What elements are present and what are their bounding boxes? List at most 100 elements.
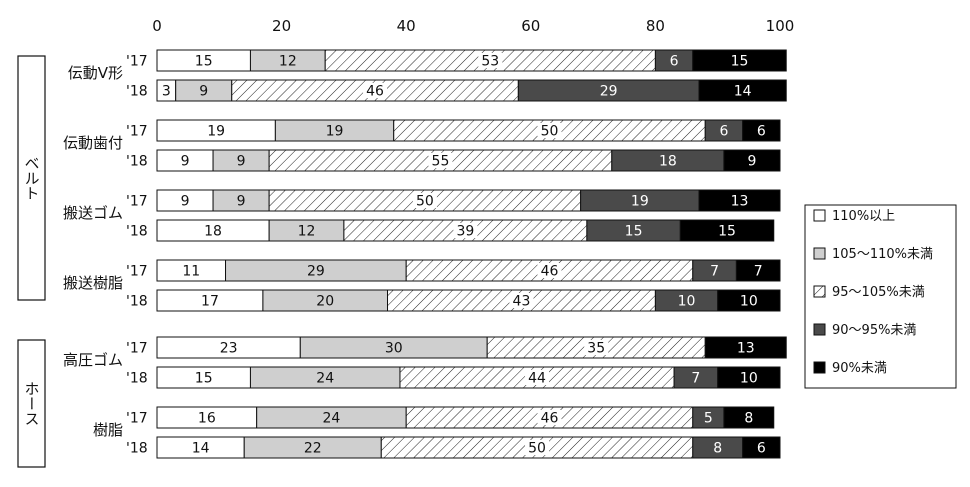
group-label: ホース (23, 381, 41, 426)
bar-row: 15 12 53 6 15 (156, 49, 787, 72)
bar-row: 9 9 50 19 13 (156, 189, 781, 212)
data-label: 6 (757, 124, 766, 140)
legend-swatch (813, 361, 826, 374)
data-label: 9 (181, 154, 190, 170)
bar-segment (692, 49, 787, 72)
year-label: '17 (126, 264, 148, 280)
data-label: 6 (757, 441, 766, 457)
data-label-bg (584, 340, 609, 355)
bar-segment (679, 219, 775, 242)
year-label: '17 (126, 341, 148, 357)
data-label: 14 (192, 441, 210, 457)
data-label: 15 (195, 371, 213, 387)
category-label: 搬送樹脂 (63, 274, 123, 292)
bar-row: 23 30 35 13 (156, 336, 787, 359)
data-label: 23 (220, 341, 238, 357)
legend-label: 105～110%未満 (832, 247, 933, 262)
data-label: 39 (456, 224, 474, 240)
data-label: 10 (740, 294, 758, 310)
year-label: '17 (126, 124, 148, 140)
legend-label: 90%未満 (832, 361, 887, 376)
data-label: 46 (541, 264, 559, 280)
data-label-bg (525, 440, 550, 455)
bar-segment (698, 79, 787, 102)
data-label: 15 (718, 224, 736, 240)
data-label: 29 (307, 264, 325, 280)
bar-segment (704, 336, 787, 359)
data-label: 14 (734, 84, 752, 100)
bar-row: 3 9 46 29 14 (156, 79, 787, 102)
year-label: '18 (126, 224, 148, 240)
bar-row: 11 29 46 7 7 (156, 259, 781, 282)
data-label: 12 (279, 54, 297, 70)
data-label: 46 (541, 411, 559, 427)
year-label: '17 (126, 194, 148, 210)
x-tick-label: 80 (646, 17, 665, 35)
data-label: 50 (541, 124, 559, 140)
data-label: 43 (513, 294, 531, 310)
data-label: 7 (754, 264, 763, 280)
group-label-box: ホース (17, 339, 46, 468)
legend-item: 90～95%未満 (813, 323, 916, 338)
data-label: 29 (600, 84, 618, 100)
legend-label: 95～105%未満 (832, 285, 925, 300)
group-label: ベルト (23, 156, 41, 201)
data-label: 6 (670, 54, 679, 70)
bar-row: 9 9 55 18 9 (156, 149, 781, 172)
category-label: 伝動V形 (68, 64, 123, 82)
category-label: 伝動歯付 (63, 134, 123, 152)
year-label: '17 (126, 54, 148, 70)
bar-segment (717, 366, 781, 389)
legend-item: 95～105%未満 (813, 285, 925, 300)
bar-segment (742, 119, 781, 142)
data-label: 15 (195, 54, 213, 70)
data-label-bg (478, 53, 503, 68)
legend-swatch (813, 323, 826, 336)
bar-segment (742, 436, 781, 459)
bar-row: 15 24 44 7 10 (156, 366, 781, 389)
year-label: '18 (126, 84, 148, 100)
data-label-bg (525, 370, 550, 385)
year-label: '17 (126, 411, 148, 427)
data-label: 13 (737, 341, 755, 357)
legend-swatch (813, 285, 826, 298)
data-label: 12 (298, 224, 316, 240)
data-label-bg (412, 193, 437, 208)
data-label-bg (537, 123, 562, 138)
data-label: 24 (323, 411, 341, 427)
data-label: 19 (326, 124, 344, 140)
data-label: 16 (198, 411, 216, 427)
data-label: 44 (528, 371, 546, 387)
data-label-bg (537, 410, 562, 425)
data-label: 22 (304, 441, 322, 457)
year-label: '18 (126, 154, 148, 170)
category-label: 搬送ゴム (63, 204, 123, 222)
data-label: 10 (678, 294, 696, 310)
bar-row: 14 22 50 8 6 (156, 436, 781, 459)
year-label: '18 (126, 371, 148, 387)
data-label: 7 (710, 264, 719, 280)
x-axis: 0 20 40 60 80 100 (152, 17, 794, 35)
data-label: 9 (237, 194, 246, 210)
group-bracket (17, 55, 46, 301)
legend-swatch (813, 247, 826, 260)
bar-segment (723, 406, 775, 429)
data-label: 17 (201, 294, 219, 310)
data-label: 10 (740, 371, 758, 387)
data-label: 18 (204, 224, 222, 240)
data-label-bg (453, 223, 478, 238)
bar-row: 19 19 50 6 6 (156, 119, 781, 142)
data-label-bg (428, 153, 453, 168)
legend-label: 90～95%未満 (832, 323, 916, 338)
bar-row: 16 24 46 5 8 (156, 406, 775, 429)
year-label: '18 (126, 441, 148, 457)
category-labels: '17伝動V形'18'17伝動歯付'18'17搬送ゴム'18'17搬送樹脂'18… (63, 54, 148, 457)
bar-row: 18 12 39 15 15 (156, 219, 775, 242)
data-label: 15 (625, 224, 643, 240)
data-label: 5 (704, 411, 713, 427)
legend: 110%以上 105～110%未満 95～105%未満 90～95%未満 90%未満 (804, 204, 957, 389)
data-label: 15 (731, 54, 749, 70)
data-label: 19 (631, 194, 649, 210)
